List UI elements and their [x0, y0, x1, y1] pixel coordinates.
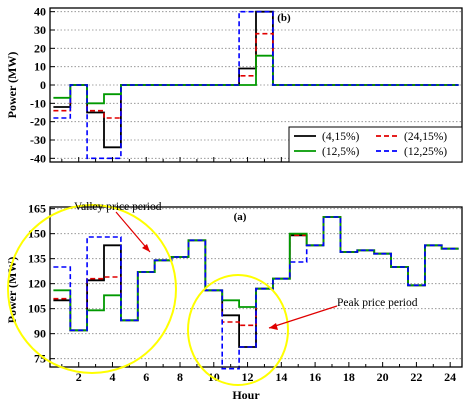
peak-arrow: [268, 305, 338, 329]
panel-a-x-tick-label: 10: [208, 370, 220, 384]
valley-period-ellipse: [7, 204, 177, 374]
panel-a-y-tick-label: 150: [28, 227, 46, 241]
panel-a-y-tick-label: 105: [28, 302, 46, 316]
panel-b: -40 -30 -20 -10 0 10 20 30 40 (b) Power (MW) (4,…: [5, 5, 463, 165]
panel-a-x-tick-label: 4: [109, 370, 115, 384]
panel-b-series-line: [53, 54, 459, 105]
panel-a-x-tick-label: 22: [410, 370, 422, 384]
legend-entry-label: (4,15%): [322, 131, 360, 143]
panel-a-x-tick-label: 20: [377, 370, 389, 384]
panel-b-y-tick-label: 10: [34, 60, 46, 74]
legend-entry-label: (12,5%): [322, 146, 360, 158]
panel-b-series: [53, 10, 459, 160]
panel-b-y-ticks: -40 -30 -20 -10 0 10 20 30 40: [30, 5, 55, 165]
panel-a-y-tick-label: 120: [28, 277, 46, 291]
panel-a-x-tick-label: 16: [309, 370, 321, 384]
panel-a-series: [53, 216, 459, 370]
peak-price-period-label: Peak price period: [337, 297, 418, 309]
panel-a-x-tick-label: 6: [143, 370, 149, 384]
panel-b-y-axis-label: Power (MW): [5, 52, 19, 119]
valley-price-period-label: Valley price period: [74, 201, 162, 213]
panel-b-label: (b): [277, 12, 291, 24]
legend-entry-label: (24,15%): [404, 131, 447, 143]
peak-period-ellipse: [187, 274, 289, 386]
peak-arrowhead: [269, 323, 278, 330]
panel-a-x-tick-label: 14: [275, 370, 287, 384]
panel-b-y-tick-label: 30: [34, 23, 46, 37]
panel-b-y-tick-label: -30: [30, 133, 46, 147]
panel-a-y-tick-label: 165: [28, 202, 46, 216]
panel-a-y-tick-label: 90: [34, 327, 46, 341]
panel-b-y-tick-label: -20: [30, 115, 46, 129]
panel-a-label: (a): [234, 211, 247, 223]
panel-a-frame: [49, 206, 463, 368]
panel-a-y-ticks: 75 90 105 120 135 150 165: [28, 202, 55, 366]
legend-entry-label: (12,25%): [404, 146, 447, 158]
legend: (4,15%) (24,15%) (12,5%) (12,25%): [288, 126, 463, 163]
panel-a-y-tick-label: 135: [28, 252, 46, 266]
panel-a-x-axis-label: Hour: [232, 388, 260, 402]
valley-arrow: [115, 211, 151, 253]
panel-b-y-tick-label: 20: [34, 41, 46, 55]
panel-a-grid: [50, 208, 462, 360]
panel-a-x-tick-label: 8: [177, 370, 183, 384]
panel-b-y-tick-label: 40: [34, 5, 46, 19]
valley-arrowhead: [142, 244, 150, 252]
panel-a-series-line: [53, 216, 459, 370]
panel-a-x-tick-label: 24: [444, 370, 456, 384]
panel-b-y-tick-label: -40: [30, 151, 46, 165]
panel-b-series-line: [53, 10, 459, 160]
panel-a-x-tick-label: 18: [343, 370, 355, 384]
panel-a-x-tick-label: 2: [76, 370, 82, 384]
panel-a-y-tick-label: 75: [34, 352, 46, 366]
panel-b-y-tick-label: -10: [30, 96, 46, 110]
panel-a-x-ticks: 2 4 6 8 10 12 14 16 18 20 22 24: [61, 362, 456, 384]
legend-box: [288, 126, 463, 163]
panel-a-x-tick-label: 12: [242, 370, 254, 384]
panel-b-y-tick-label: 0: [40, 78, 46, 92]
